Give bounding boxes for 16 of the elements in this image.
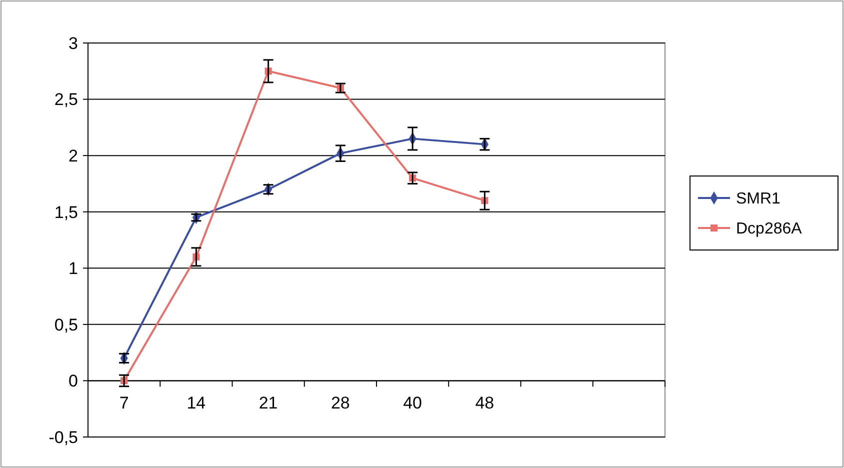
y-tick-label: 2 (68, 146, 78, 166)
y-tick-label: -0,5 (48, 428, 78, 447)
x-tick-label: 40 (403, 394, 422, 413)
x-tick-label: 28 (330, 394, 350, 413)
x-tick-label: 21 (258, 394, 278, 413)
y-tick-label: 3 (68, 34, 78, 53)
y-tick-label: 1 (68, 259, 78, 278)
x-tick-label: 14 (186, 394, 206, 413)
y-tick-label: 0,5 (54, 315, 78, 334)
legend-label: SMR1 (736, 190, 781, 208)
x-tick-label: 48 (475, 394, 494, 413)
legend-label: Dcp286A (736, 220, 802, 238)
y-tick-label: 1,5 (54, 202, 78, 222)
x-tick-label: 7 (119, 394, 129, 413)
y-tick-label: 0 (68, 372, 78, 391)
y-tick-label: 2,5 (54, 90, 78, 110)
